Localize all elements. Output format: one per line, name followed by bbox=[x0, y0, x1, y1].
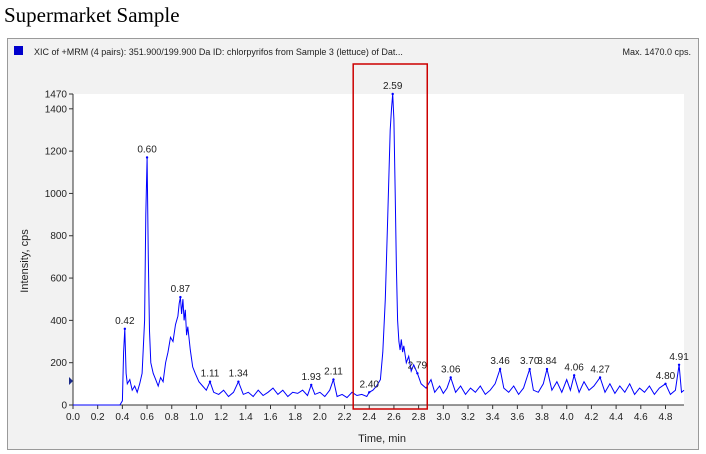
x-tick-label: 2.0 bbox=[313, 412, 327, 423]
chromatogram-chart: XIC of +MRM (4 pairs): 351.900/199.900 D… bbox=[14, 46, 691, 445]
x-tick-label: 2.2 bbox=[338, 412, 352, 423]
x-tick-label: 1.0 bbox=[189, 412, 203, 423]
peak-point bbox=[123, 327, 127, 331]
chromatogram-panel: XIC of +MRM (4 pairs): 351.900/199.900 D… bbox=[7, 38, 699, 450]
peak-point bbox=[545, 367, 549, 371]
peak-point bbox=[368, 391, 371, 394]
y-tick-label: 1200 bbox=[45, 147, 68, 158]
peak-point bbox=[237, 380, 240, 383]
peak-label: 2.11 bbox=[324, 367, 343, 378]
peak-point bbox=[572, 374, 576, 377]
y-tick-label: 200 bbox=[50, 358, 67, 369]
peak-point bbox=[416, 372, 419, 375]
peak-label: 1.34 bbox=[229, 369, 249, 380]
y-tick-label: 1000 bbox=[45, 189, 68, 200]
x-tick-label: 4.4 bbox=[609, 412, 623, 423]
x-tick-label: 3.2 bbox=[461, 412, 475, 423]
y-tick-label: 600 bbox=[50, 274, 67, 285]
peak-label: 4.27 bbox=[590, 364, 610, 375]
peak-label: 4.80 bbox=[656, 371, 676, 382]
peak-label: 1.11 bbox=[201, 369, 220, 380]
x-tick-label: 4.2 bbox=[584, 412, 598, 423]
chart-header: XIC of +MRM (4 pairs): 351.900/199.900 D… bbox=[34, 47, 403, 57]
y-tick-label: 800 bbox=[50, 231, 67, 242]
peak-label: 1.93 bbox=[301, 372, 321, 383]
x-tick-label: 1.2 bbox=[214, 412, 228, 423]
peak-point bbox=[179, 295, 182, 299]
peak-label: 3.70 bbox=[520, 356, 540, 367]
x-tick-label: 0.8 bbox=[165, 412, 179, 423]
x-tick-label: 0.4 bbox=[115, 412, 129, 423]
x-tick-label: 1.4 bbox=[239, 412, 253, 423]
peak-point bbox=[598, 376, 602, 379]
peak-point bbox=[664, 382, 667, 386]
peak-label: 2.59 bbox=[383, 81, 403, 92]
x-tick-label: 1.8 bbox=[288, 412, 302, 423]
x-tick-label: 1.6 bbox=[264, 412, 278, 423]
peak-label: 4.91 bbox=[669, 352, 689, 363]
y-tick-label: 0 bbox=[61, 401, 67, 412]
peak-label: 2.79 bbox=[408, 360, 428, 371]
peak-point bbox=[449, 376, 452, 379]
x-tick-label: 2.8 bbox=[412, 412, 426, 423]
y-tick-label: 1470 bbox=[45, 90, 68, 101]
peak-label: 0.87 bbox=[171, 284, 191, 295]
peak-label: 3.84 bbox=[537, 356, 557, 367]
peak-point bbox=[145, 156, 149, 159]
x-tick-label: 0.0 bbox=[66, 412, 80, 423]
peak-point bbox=[332, 378, 335, 381]
highlight-box bbox=[352, 63, 429, 410]
y-tick-label: 1400 bbox=[45, 104, 68, 115]
page-title: Supermarket Sample bbox=[4, 3, 180, 27]
peak-point bbox=[677, 363, 681, 367]
x-tick-label: 0.6 bbox=[140, 412, 154, 423]
x-tick-label: 2.4 bbox=[362, 412, 376, 423]
plot-area: 0 200 400 600 800 1000 1200 1400 1470 0.0 0.2 0.4 0.… bbox=[45, 63, 689, 423]
peak-point bbox=[310, 383, 313, 387]
peak-point bbox=[391, 92, 394, 96]
y-axis-label: Intensity, cps bbox=[19, 229, 31, 293]
max-intensity-label: Max. 1470.0 cps. bbox=[622, 47, 691, 57]
peak-label: 0.42 bbox=[115, 316, 135, 327]
x-tick-label: 4.6 bbox=[634, 412, 648, 423]
x-tick-label: 0.2 bbox=[91, 412, 105, 423]
peak-label: 3.46 bbox=[490, 356, 510, 367]
x-tick-label: 3.8 bbox=[535, 412, 549, 423]
plot-background bbox=[73, 94, 684, 405]
peak-label: 3.06 bbox=[441, 364, 461, 375]
peak-label: 4.06 bbox=[564, 362, 584, 373]
peak-label: 0.60 bbox=[137, 144, 157, 155]
x-tick-label: 4.8 bbox=[659, 412, 673, 423]
x-tick-label: 2.6 bbox=[387, 412, 401, 423]
peak-point bbox=[208, 380, 212, 383]
x-axis-label: Time, min bbox=[358, 433, 406, 445]
peak-label: 2.40 bbox=[360, 379, 380, 390]
peak-point bbox=[528, 367, 531, 371]
chromatogram-trace bbox=[73, 93, 685, 406]
baseline-marker-icon bbox=[69, 377, 73, 385]
peak-point bbox=[498, 367, 502, 371]
x-tick-label: 3.6 bbox=[510, 412, 524, 423]
x-tick-label: 4.0 bbox=[560, 412, 574, 423]
series-legend-swatch bbox=[14, 46, 23, 55]
y-tick-label: 400 bbox=[50, 316, 67, 327]
x-tick-label: 3.4 bbox=[486, 412, 500, 423]
x-tick-label: 3.0 bbox=[436, 412, 450, 423]
